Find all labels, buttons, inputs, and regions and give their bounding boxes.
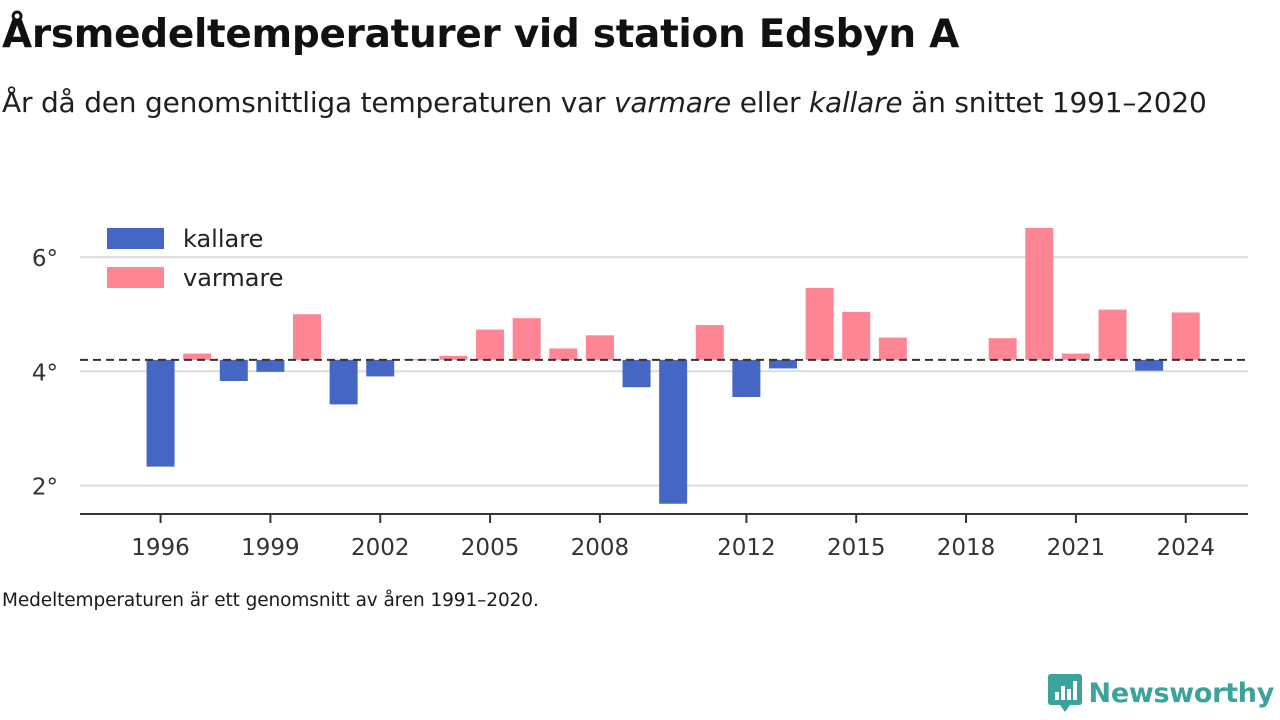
footnote: Medeltemperaturen är ett genomsnitt av å… (2, 590, 539, 611)
bar-2003 (402, 359, 431, 361)
newsworthy-logo-text: Newsworthy (1088, 677, 1275, 709)
x-tick-label: 2015 (827, 535, 886, 561)
subtitle-emphasis-warmer: varmare (614, 86, 732, 119)
x-tick-label: 2008 (571, 535, 630, 561)
bar-2021 (1061, 353, 1090, 360)
newsworthy-logo: Newsworthy (1047, 672, 1274, 714)
legend-swatch-varmare (107, 267, 164, 288)
axis-layer: 2° 4° 6° 1996 1999 2002 2005 2008 2012 2015 2018 20… (32, 246, 1248, 561)
chart-title: Årsmedeltemperaturer vid station Edsbyn … (2, 12, 959, 57)
bar-2020 (1025, 227, 1054, 360)
subtitle-text-2: eller (731, 86, 809, 119)
x-tick-label: 2012 (717, 535, 776, 561)
legend-swatch-kallare (107, 228, 164, 249)
y-tick-label: 4° (32, 360, 58, 386)
bar-2015 (842, 311, 871, 360)
legend-label-varmare: varmare (183, 264, 284, 292)
bar-2006 (512, 318, 541, 360)
bar-2016 (878, 337, 907, 360)
bar-2001 (329, 359, 358, 405)
bar-2011 (695, 325, 724, 360)
bar-2023 (1135, 359, 1164, 371)
bar-2010 (659, 359, 688, 504)
bar-2013 (768, 359, 797, 369)
x-tick-label: 2024 (1156, 535, 1215, 561)
bar-2000 (293, 314, 322, 360)
bar-2014 (805, 287, 834, 360)
y-tick-label: 6° (32, 246, 58, 272)
bar-2005 (476, 329, 505, 360)
bar-1997 (183, 353, 212, 360)
newsworthy-chart-icon (1047, 674, 1082, 712)
subtitle-emphasis-colder: kallare (809, 86, 903, 119)
bar-2019 (988, 338, 1017, 360)
bar-2007 (549, 348, 578, 360)
legend: kallare varmare (107, 225, 284, 292)
bar-layer (146, 227, 1200, 504)
subtitle-text-1: År då den genomsnittliga temperaturen va… (2, 86, 615, 119)
x-tick-label: 1996 (131, 535, 190, 561)
bar-1999 (256, 359, 285, 372)
x-tick-label: 1999 (241, 535, 300, 561)
bar-2022 (1098, 309, 1127, 360)
bar-2002 (366, 359, 395, 377)
subtitle-text-3: än snittet 1991–2020 (902, 86, 1207, 119)
bar-2009 (622, 359, 651, 388)
x-tick-label: 2018 (937, 535, 996, 561)
y-tick-label: 2° (32, 474, 58, 500)
bar-1998 (219, 359, 248, 381)
bar-2008 (585, 335, 614, 360)
bar-2024 (1171, 312, 1200, 360)
bar-2004 (439, 355, 468, 360)
bar-chart: 2° 4° 6° 1996 1999 2002 2005 2008 2012 2015 2018 20… (32, 225, 1248, 561)
bar-2012 (732, 359, 761, 397)
chart-subtitle: År då den genomsnittliga temperaturen va… (2, 82, 1242, 124)
x-tick-label: 2005 (461, 535, 520, 561)
x-tick-label: 2021 (1047, 535, 1106, 561)
bar-1996 (146, 359, 175, 467)
x-tick-label: 2002 (351, 535, 410, 561)
legend-label-kallare: kallare (183, 225, 263, 253)
